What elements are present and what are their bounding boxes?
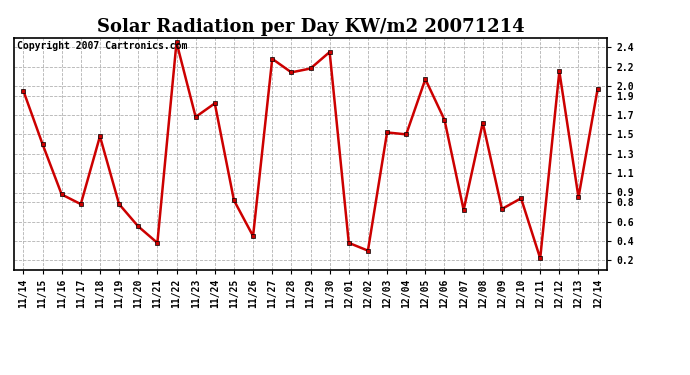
Title: Solar Radiation per Day KW/m2 20071214: Solar Radiation per Day KW/m2 20071214	[97, 18, 524, 36]
Text: Copyright 2007 Cartronics.com: Copyright 2007 Cartronics.com	[17, 41, 187, 51]
